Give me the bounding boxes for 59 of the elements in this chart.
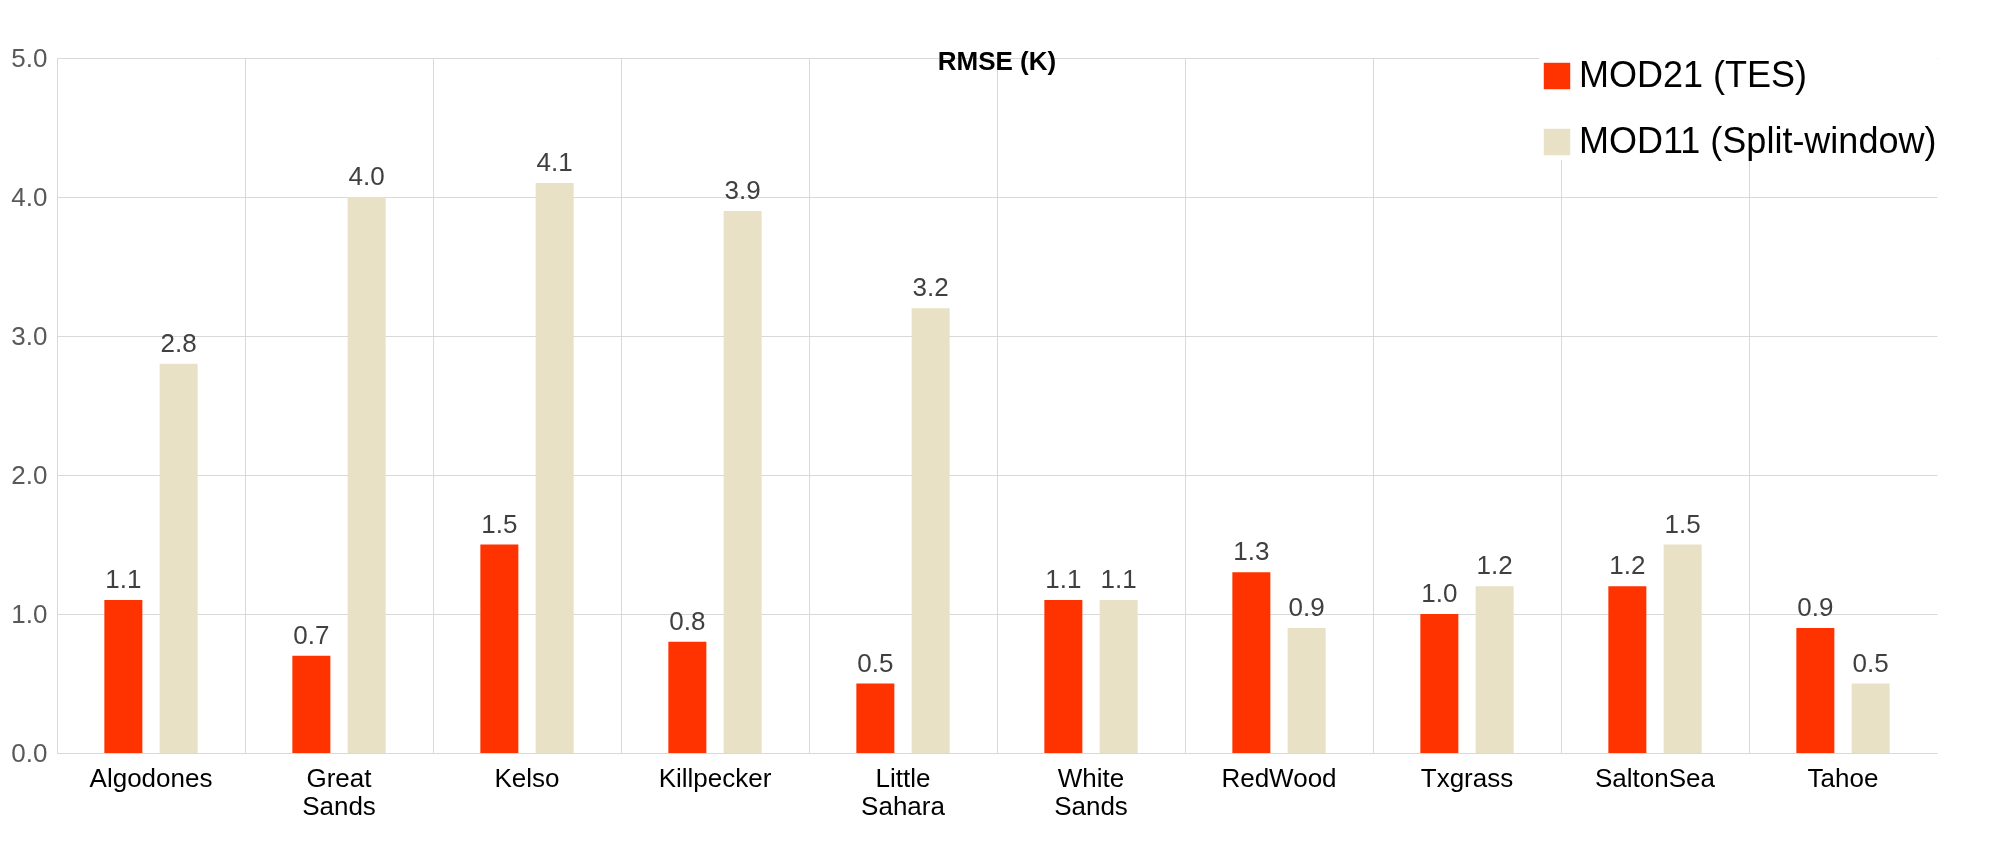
x-tick-label: SaltonSea: [1595, 762, 1716, 793]
bar: [1663, 544, 1702, 753]
bar: [1287, 627, 1326, 753]
x-tick-label: White Sands: [1054, 762, 1128, 821]
bar: [1044, 600, 1083, 753]
data-label: 1.1: [1045, 564, 1082, 595]
x-tick-label: Great Sands: [302, 762, 376, 821]
y-tick-label: 2.0: [11, 459, 48, 490]
bar: [480, 544, 519, 753]
bar: [1420, 614, 1459, 753]
bar: [104, 600, 143, 753]
data-label: 0.7: [293, 619, 330, 650]
bar: [1851, 683, 1890, 753]
legend-label: MOD11 (Split-window): [1579, 120, 1937, 161]
data-label: 1.5: [1664, 508, 1701, 539]
x-tick-label: RedWood: [1221, 762, 1337, 793]
data-label: 0.9: [1797, 591, 1834, 622]
x-tick-label: Algodones: [89, 762, 213, 793]
data-label: 0.8: [669, 605, 706, 636]
data-label: 1.0: [1421, 578, 1458, 608]
y-tick-label: 3.0: [11, 320, 48, 351]
x-tick-label: Killpecker: [658, 762, 772, 793]
x-tick-label: Kelso: [494, 762, 560, 793]
data-label: 0.9: [1288, 591, 1325, 622]
bar: [159, 363, 198, 753]
y-tick-label: 4.0: [11, 181, 48, 212]
bar: [535, 183, 574, 753]
data-label: 3.9: [724, 174, 761, 205]
data-label: 4.1: [536, 147, 573, 178]
bar: [1475, 586, 1514, 753]
x-tick-label: Txgrass: [1420, 762, 1514, 793]
data-label: 3.2: [912, 272, 949, 303]
data-label: 1.2: [1609, 550, 1646, 581]
data-label: 0.5: [857, 647, 894, 678]
data-label: 2.8: [160, 327, 197, 358]
bar: [856, 683, 895, 753]
data-label: 1.3: [1233, 536, 1270, 567]
y-tick-label: 5.0: [11, 42, 48, 73]
x-tick-label: Tahoe: [1807, 762, 1879, 793]
legend-label: MOD21 (TES): [1579, 54, 1808, 95]
bar: [1796, 627, 1835, 753]
bar: [911, 308, 950, 753]
bar: [1232, 572, 1271, 753]
bar: [668, 641, 707, 753]
bar: [723, 210, 762, 753]
y-tick-label: 1.0: [11, 598, 48, 629]
x-tick-label: Little Sahara: [861, 762, 946, 821]
data-label: 1.2: [1476, 550, 1513, 581]
data-label: 0.5: [1852, 647, 1889, 678]
bar: [1099, 600, 1138, 753]
data-label: 1.1: [1100, 564, 1137, 595]
data-label: 1.5: [481, 508, 518, 539]
bar: [1608, 586, 1647, 753]
chart-title: RMSE (K): [937, 46, 1057, 76]
bar: [347, 197, 386, 753]
data-label: 4.0: [348, 161, 385, 191]
y-tick-label: 0.0: [11, 737, 48, 768]
bar: [292, 655, 331, 753]
data-label: 1.1: [105, 564, 142, 595]
